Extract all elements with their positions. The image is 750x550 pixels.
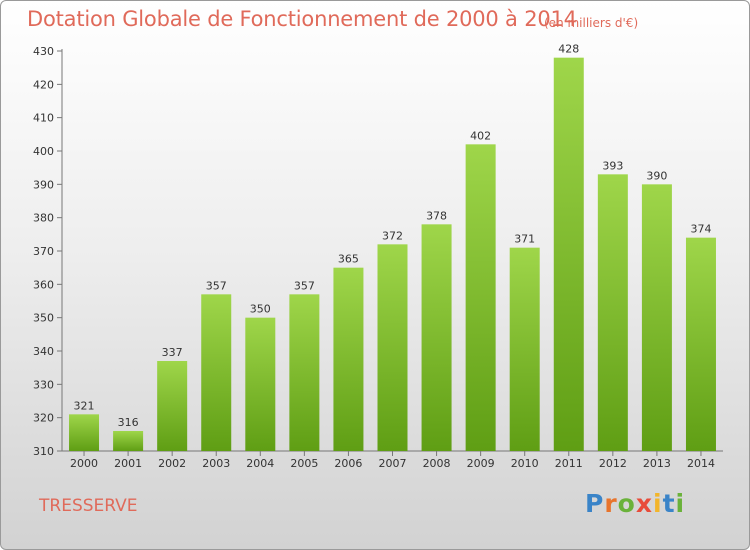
logo-letter: t	[662, 489, 676, 518]
bar	[157, 361, 188, 451]
x-tick-label: 2004	[246, 457, 274, 470]
data-label: 390	[646, 169, 667, 182]
x-tick-label: 2012	[599, 457, 627, 470]
bar	[641, 184, 672, 452]
data-label: 316	[118, 416, 139, 429]
y-tick-label: 420	[33, 78, 54, 91]
data-label: 337	[162, 346, 183, 359]
data-label: 350	[250, 303, 271, 316]
x-tick-label: 2008	[423, 457, 451, 470]
x-tick-label: 2013	[643, 457, 671, 470]
bar	[509, 247, 540, 451]
x-tick-label: 2011	[555, 457, 583, 470]
y-tick-label: 340	[33, 345, 54, 358]
bar	[421, 224, 452, 451]
x-tick-label: 2009	[467, 457, 495, 470]
town-name: TRESSERVE	[39, 496, 138, 516]
x-tick-label: 2007	[379, 457, 407, 470]
logo-letter: r	[604, 489, 618, 518]
x-tick-label: 2010	[511, 457, 539, 470]
y-tick-label: 410	[33, 112, 54, 125]
y-tick-label: 370	[33, 245, 54, 258]
y-tick-label: 330	[33, 378, 54, 391]
data-label: 374	[690, 223, 711, 236]
bar	[289, 294, 320, 451]
data-label: 393	[602, 159, 623, 172]
proxiti-logo[interactable]: Proxiti	[585, 489, 685, 519]
x-tick-label: 2000	[70, 457, 98, 470]
bar	[597, 174, 628, 452]
bar	[685, 237, 716, 451]
data-label: 321	[74, 399, 95, 412]
y-tick-label: 400	[33, 145, 54, 158]
y-tick-label: 310	[33, 445, 54, 458]
data-label: 357	[294, 279, 315, 292]
logo-letter: i	[675, 489, 686, 518]
bar	[113, 431, 144, 451]
data-label: 428	[558, 43, 579, 56]
data-label: 402	[470, 129, 491, 142]
y-tick-label: 430	[33, 45, 54, 58]
logo-letter: o	[617, 489, 636, 518]
y-tick-label: 390	[33, 178, 54, 191]
x-tick-label: 2005	[290, 457, 318, 470]
logo-letter: x	[635, 489, 653, 518]
bar	[201, 294, 232, 451]
bar	[245, 317, 276, 451]
y-tick-label: 320	[33, 412, 54, 425]
data-label: 365	[338, 253, 359, 266]
data-label: 372	[382, 229, 403, 242]
data-label: 371	[514, 233, 535, 246]
x-tick-label: 2001	[114, 457, 142, 470]
logo-letter: P	[585, 489, 605, 518]
x-tick-label: 2003	[202, 457, 230, 470]
y-tick-label: 360	[33, 278, 54, 291]
data-label: 378	[426, 209, 447, 222]
x-tick-label: 2002	[158, 457, 186, 470]
y-tick-label: 350	[33, 312, 54, 325]
bar	[69, 414, 100, 451]
chart-subtitle: (en milliers d'€)	[544, 16, 639, 30]
logo-letter: i	[653, 489, 663, 518]
bar	[553, 57, 584, 452]
bar	[465, 144, 496, 452]
data-label: 357	[206, 279, 227, 292]
bar	[377, 244, 408, 451]
x-tick-label: 2014	[687, 457, 715, 470]
x-tick-label: 2006	[334, 457, 362, 470]
y-tick-label: 380	[33, 212, 54, 225]
chart-title: Dotation Globale de Fonctionnement de 20…	[27, 7, 577, 31]
bar	[333, 267, 364, 451]
